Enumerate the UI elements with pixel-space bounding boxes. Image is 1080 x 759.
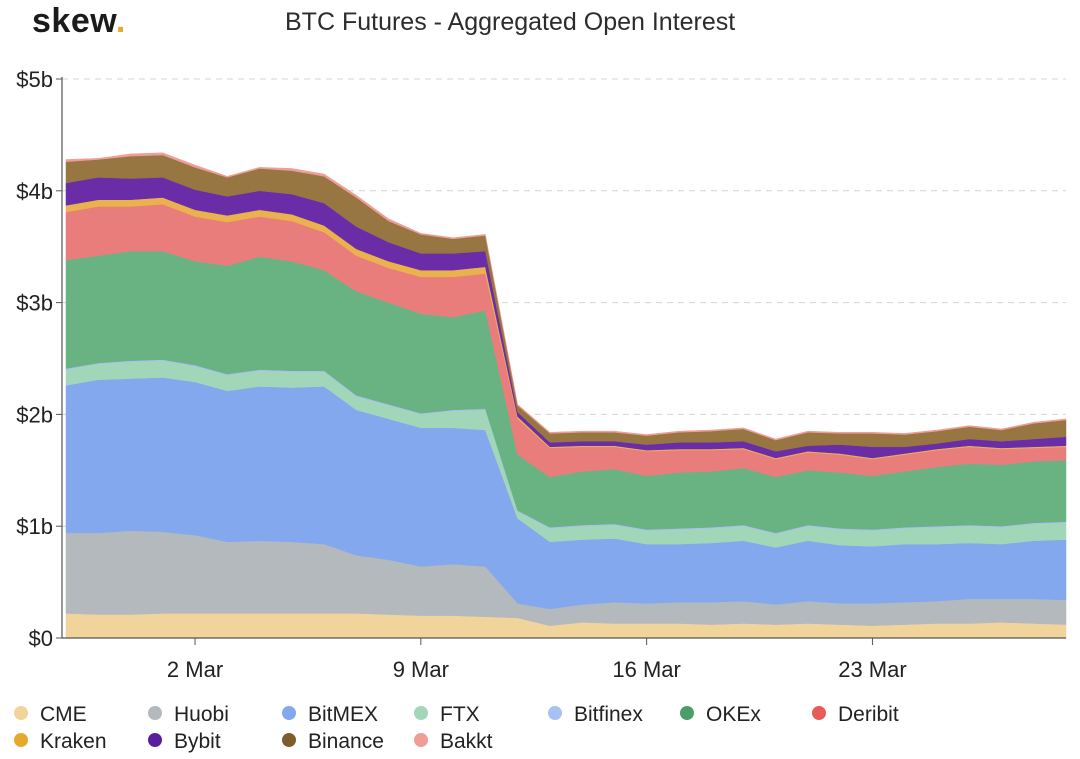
legend-label-bitfinex: Bitfinex — [574, 703, 643, 726]
y-tick-label: $3b — [16, 291, 53, 316]
x-tick-label: 9 Mar — [393, 657, 449, 682]
legend-item-deribit[interactable]: Deribit — [812, 703, 899, 727]
legend-label-bakkt: Bakkt — [440, 730, 493, 753]
y-tick-label: $5b — [16, 67, 53, 92]
x-tick-label: 2 Mar — [167, 657, 223, 682]
legend-swatch-okex — [680, 706, 694, 720]
legend-label-okex: OKEx — [706, 703, 761, 726]
legend-item-bybit[interactable]: Bybit — [148, 730, 221, 754]
y-tick-label: $2b — [16, 402, 53, 427]
x-tick-label: 16 Mar — [612, 657, 680, 682]
legend-swatch-bitmex — [282, 706, 296, 720]
legend-label-ftx: FTX — [440, 703, 480, 726]
legend-swatch-kraken — [14, 733, 28, 747]
open-interest-chart: $0 $1b $2b $3b $4b $5b 2 Mar 9 Mar 16 Mar 23 Mar — [0, 0, 1080, 700]
legend-label-deribit: Deribit — [838, 703, 899, 726]
legend-label-bybit: Bybit — [174, 730, 221, 753]
legend-label-kraken: Kraken — [40, 730, 107, 753]
x-tick-label: 23 Mar — [838, 657, 906, 682]
legend-item-ftx[interactable]: FTX — [414, 703, 480, 727]
legend-swatch-cme — [14, 706, 28, 720]
legend-swatch-binance — [282, 733, 296, 747]
legend-swatch-bybit — [148, 733, 162, 747]
legend-item-huobi[interactable]: Huobi — [148, 703, 229, 727]
legend-swatch-ftx — [414, 706, 428, 720]
legend-item-binance[interactable]: Binance — [282, 730, 384, 754]
y-tick-label: $4b — [16, 179, 53, 204]
legend-item-bitmex[interactable]: BitMEX — [282, 703, 378, 727]
legend-item-okex[interactable]: OKEx — [680, 703, 761, 727]
legend-item-bitfinex[interactable]: Bitfinex — [548, 703, 643, 727]
legend-item-cme[interactable]: CME — [14, 703, 87, 727]
legend-label-cme: CME — [40, 703, 87, 726]
legend-item-bakkt[interactable]: Bakkt — [414, 730, 493, 754]
legend-swatch-deribit — [812, 706, 826, 720]
legend-label-binance: Binance — [308, 730, 384, 753]
y-tick-label: $1b — [16, 514, 53, 539]
legend-label-huobi: Huobi — [174, 703, 229, 726]
legend-label-bitmex: BitMEX — [308, 703, 378, 726]
y-tick-label: $0 — [29, 626, 53, 651]
legend-swatch-huobi — [148, 706, 162, 720]
legend-swatch-bitfinex — [548, 706, 562, 720]
legend-swatch-bakkt — [414, 733, 428, 747]
legend-item-kraken[interactable]: Kraken — [14, 730, 107, 754]
